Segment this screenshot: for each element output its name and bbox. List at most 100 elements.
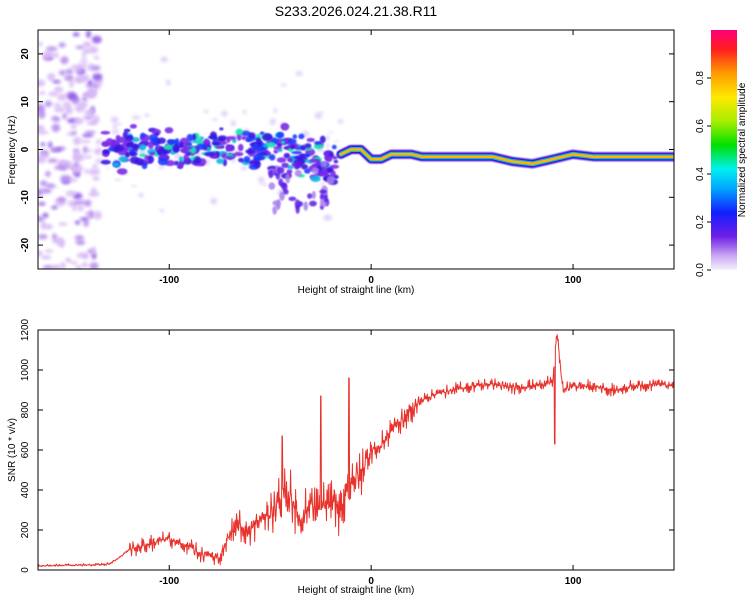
noise-blob [114, 178, 122, 181]
spectral-blob [276, 166, 285, 174]
colorbar-tick-label: 0.4 [695, 167, 706, 181]
noise-blob [334, 140, 339, 143]
noise-blob [48, 141, 53, 149]
spectral-blob [113, 144, 125, 152]
snr-y-tick-label: 600 [20, 441, 31, 458]
noise-blob [39, 91, 46, 95]
noise-blob [62, 101, 71, 109]
noise-blob [72, 200, 84, 205]
noise-blob [53, 165, 66, 170]
noise-blob [85, 91, 97, 99]
noise-blob [75, 45, 86, 50]
spectral-blob [324, 152, 330, 156]
noise-blob [44, 100, 53, 108]
noise-blob [338, 119, 344, 124]
noise-blob [53, 52, 59, 58]
noise-blob [45, 46, 58, 52]
spectral-blob [293, 156, 305, 160]
spectral-blob [217, 137, 226, 142]
spectral-blob [256, 146, 265, 150]
noise-blob [42, 212, 49, 218]
noise-blob [280, 83, 287, 87]
noise-blob [269, 118, 276, 126]
spectral-blob [316, 159, 321, 167]
spectral-blob [268, 182, 276, 190]
spectral-blob [139, 144, 147, 151]
noise-blob [85, 30, 91, 38]
spectral-blob [304, 143, 312, 149]
spectral-blob [213, 134, 218, 140]
noise-blob [138, 192, 144, 198]
noise-blob [64, 74, 74, 82]
spectral-blob [179, 147, 190, 153]
noise-blob [321, 182, 325, 186]
spectrogram-y-axis-label: Frequency (Hz) [7, 116, 18, 185]
spectral-blob [321, 168, 327, 173]
noise-blob [88, 168, 101, 176]
spectral-blob [100, 130, 111, 135]
spectral-blob [101, 141, 110, 146]
noise-blob [221, 110, 228, 117]
spectrogram-x-tick-label: -100 [159, 275, 179, 286]
snr-x-tick-label: 100 [565, 576, 582, 587]
spectral-blob [173, 160, 180, 166]
spectral-blob [248, 132, 256, 139]
spectral-blob [226, 145, 234, 150]
spectral-blob [287, 138, 297, 145]
spectral-blob [129, 151, 138, 157]
noise-blob [84, 48, 89, 53]
spectral-blob [310, 175, 321, 182]
noise-blob [66, 132, 75, 136]
noise-blob [158, 165, 165, 169]
spectrogram-x-ticks: -100 0 100 [159, 30, 582, 286]
noise-blob [38, 79, 46, 87]
noise-blob [258, 176, 265, 184]
spectral-blob [112, 162, 120, 168]
noise-blob [58, 222, 68, 226]
spectral-blob [166, 139, 173, 145]
spectral-blob [116, 168, 128, 175]
noise-blob [52, 80, 61, 84]
noise-blob [91, 187, 97, 195]
noise-blob [210, 197, 218, 205]
noise-blob [325, 134, 330, 142]
noise-blob [48, 91, 59, 97]
noise-blob [88, 108, 95, 117]
spectral-blob [283, 152, 291, 159]
noise-blob [53, 86, 64, 93]
noise-blob [329, 130, 333, 134]
spectral-blob [125, 135, 134, 141]
colorbar-label: Normalized spectral amplitude [737, 82, 748, 217]
noise-blob [51, 123, 61, 133]
noise-blob [40, 255, 52, 260]
noise-blob [240, 165, 247, 171]
noise-blob [75, 74, 88, 83]
spectral-blob [295, 160, 302, 169]
spectral-blob [238, 157, 245, 163]
noise-blob [89, 262, 99, 269]
noise-blob [85, 84, 91, 88]
noise-blob [45, 249, 54, 253]
noise-blob [323, 214, 332, 221]
noise-blob [74, 235, 85, 241]
spectrogram-y-tick-label: -10 [20, 190, 31, 205]
spectral-blob [313, 141, 323, 145]
noise-blob [110, 116, 119, 124]
noise-blob [230, 120, 236, 127]
noise-blob [105, 166, 109, 169]
snr-series-line [38, 334, 674, 568]
spectral-blob [245, 149, 255, 154]
spectrogram-x-axis-label: Height of straight line (km) [298, 285, 415, 296]
noise-blob [44, 223, 53, 230]
spectral-blob [266, 141, 276, 148]
noise-blob [38, 188, 44, 197]
spectrogram-y-tick-label: 10 [20, 96, 31, 108]
noise-blob [38, 155, 47, 164]
spectrogram-x-tick-label: 100 [565, 275, 582, 286]
spectral-blob [298, 133, 305, 140]
spectral-blob [276, 199, 281, 208]
spectral-blob [286, 157, 293, 162]
noise-blob [74, 69, 84, 73]
noise-blob [91, 83, 99, 89]
